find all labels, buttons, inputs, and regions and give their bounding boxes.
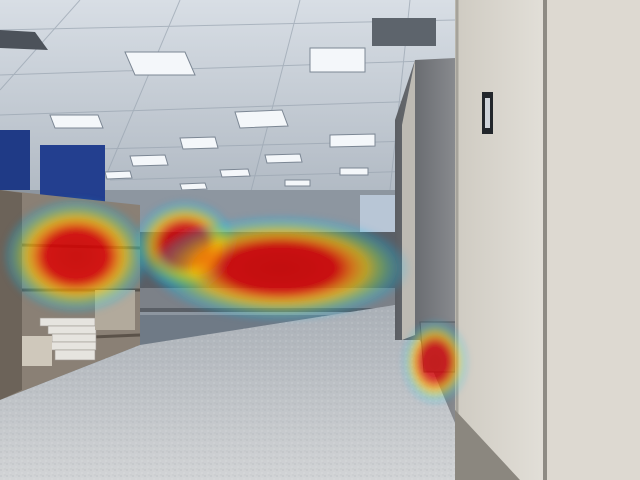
center-desk-hotspot-b [148,213,412,323]
ceiling-vent-left [0,30,48,50]
locker-front-left [455,0,545,480]
locker-base-shadow [455,410,520,480]
locker-label-plate-inner [485,98,490,128]
ceiling-lights [49,47,376,191]
trash-bin-hotspot [400,318,470,406]
floor-texture [0,305,470,480]
monitor-left [0,130,30,190]
left-shelf-hotspot [1,197,151,315]
shelf-box [22,336,52,366]
ceiling-vent [372,18,436,46]
locker-front-right [545,0,640,480]
